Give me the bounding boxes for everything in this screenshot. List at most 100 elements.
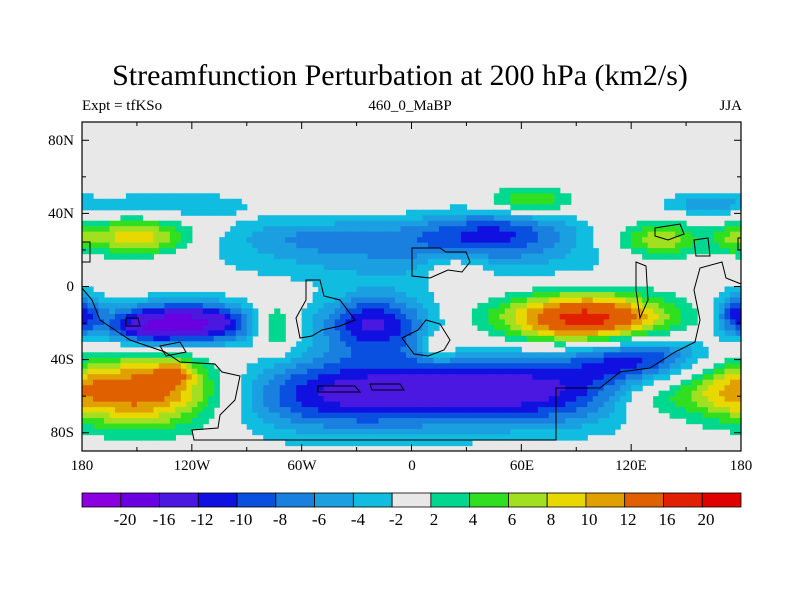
field-cell [724, 204, 731, 211]
field-cell [318, 264, 325, 271]
field-cell [499, 215, 506, 222]
field-cell [559, 429, 566, 436]
field-cell [455, 226, 462, 233]
field-cell [296, 401, 303, 408]
field-cell [499, 187, 506, 194]
field-cell [466, 226, 473, 233]
field-cell [466, 407, 473, 414]
field-cell [504, 385, 511, 392]
field-cell [598, 379, 605, 386]
field-cell [433, 423, 440, 430]
field-cell [570, 297, 577, 304]
field-cell [252, 308, 259, 315]
field-cell [318, 242, 325, 249]
field-cell [515, 308, 522, 315]
field-cell [158, 302, 165, 310]
field-cell [131, 401, 138, 408]
field-cell [114, 330, 122, 337]
field-cell [82, 198, 89, 205]
field-cell [570, 215, 577, 222]
field-cell [230, 231, 237, 238]
field-cell [730, 379, 737, 386]
field-cell [373, 346, 380, 353]
field-cell [296, 253, 303, 260]
field-cell [686, 352, 693, 359]
coastline [125, 317, 141, 327]
field-cell [631, 297, 638, 304]
field-cell [329, 429, 336, 436]
field-cell [609, 357, 616, 364]
field-cell [543, 379, 550, 386]
field-cell [153, 302, 160, 310]
field-cell [323, 423, 330, 430]
field-cell [147, 401, 154, 408]
field-cell [576, 357, 583, 364]
field-cell [373, 237, 380, 244]
field-cell [197, 335, 204, 342]
field-cell [504, 407, 511, 414]
field-cell [367, 302, 374, 310]
field-cell [455, 429, 462, 436]
field-cell [653, 357, 660, 364]
field-cell [362, 390, 369, 397]
field-cell [246, 242, 253, 249]
field-cell [153, 231, 160, 238]
field-cell [631, 352, 638, 359]
field-cell [559, 291, 566, 299]
field-cell [504, 297, 511, 304]
field-cell [411, 270, 418, 277]
field-cell [724, 357, 731, 364]
field-cell [532, 253, 539, 260]
field-cell [384, 390, 391, 397]
field-cell [384, 346, 391, 353]
field-cell [301, 237, 308, 244]
field-cell [268, 237, 275, 244]
field-cell [570, 434, 577, 441]
field-cell [290, 368, 297, 375]
field-cell [274, 248, 281, 255]
field-cell [136, 302, 144, 310]
field-cell [598, 401, 605, 408]
field-cell [312, 281, 319, 288]
field-cell [340, 286, 347, 293]
field-cell [526, 412, 533, 419]
field-cell [735, 423, 742, 430]
field-cell [669, 204, 676, 211]
field-cell [444, 390, 451, 397]
field-cell [400, 248, 407, 255]
field-cell [356, 237, 363, 244]
field-cell [384, 396, 391, 403]
field-cell [202, 335, 209, 342]
field-cell [719, 313, 726, 320]
field-cell [735, 379, 742, 386]
field-cell [279, 390, 286, 397]
field-cell [230, 204, 237, 211]
field-cell [455, 215, 462, 222]
field-cell [521, 330, 528, 337]
field-cell [719, 374, 726, 381]
field-cell [576, 418, 583, 425]
field-cell [373, 412, 380, 419]
field-cell [735, 313, 742, 320]
field-cell [197, 324, 204, 331]
field-cell [636, 352, 643, 359]
field-cell [114, 253, 122, 260]
field-cell [125, 330, 133, 337]
field-cell [460, 226, 468, 233]
field-cell [351, 429, 358, 436]
field-cell [395, 330, 402, 337]
field-cell [109, 379, 116, 386]
field-cell [504, 308, 511, 315]
field-cell [378, 275, 385, 282]
field-cell [208, 209, 215, 216]
subtitle-left: Expt = tfKSo [82, 98, 163, 114]
field-cell [411, 248, 418, 255]
field-cell [356, 330, 363, 337]
field-cell [515, 396, 522, 403]
field-cell [235, 324, 242, 331]
field-cell [488, 385, 495, 392]
field-cell [318, 237, 325, 244]
field-cell [598, 407, 605, 414]
field-cell [158, 396, 165, 403]
field-cell [603, 374, 610, 381]
